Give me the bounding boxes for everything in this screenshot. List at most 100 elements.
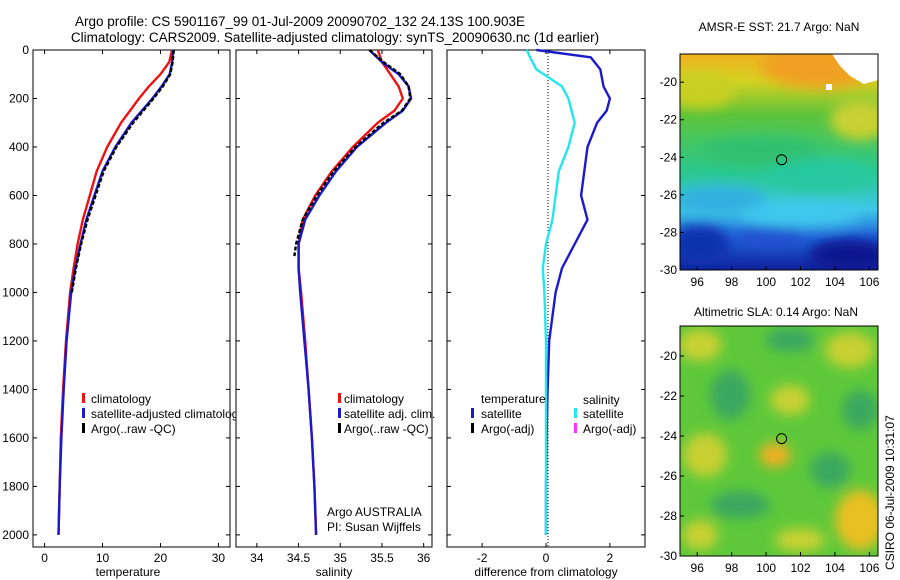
legend-label-climatology: climatology (91, 392, 151, 406)
salinity-panel: 34 34.5 35 35.5 36 salinity climatology sate… (235, 49, 435, 579)
legend-label-satellite-adj: satellite adj. clim. (344, 407, 435, 421)
map-y-tick-label: -30 (660, 549, 678, 563)
map-x-tick-label: 98 (725, 275, 739, 289)
sla-heatmap (680, 326, 878, 556)
legend-swatch-temp-argo (471, 423, 474, 433)
x-tick-label: 0 (543, 551, 550, 565)
x-tick-label: 36 (417, 551, 431, 565)
y-tick-label: 600 (9, 188, 29, 202)
y-tick-label: 2000 (2, 528, 29, 542)
map-x-tick-label: 100 (756, 561, 776, 575)
temperature-legend: climatology satellite-adjusted climatolo… (82, 392, 244, 436)
y-tick-label: 1600 (2, 431, 29, 445)
legend-label-temp-argo: Argo(-adj) (481, 422, 534, 436)
legend-label-argo: Argo(..raw -QC) (344, 422, 429, 436)
title-line-1: Argo profile: CS 5901167_99 01-Jul-2009 … (75, 14, 525, 29)
title-line-2: Climatology: CARS2009. Satellite-adjuste… (71, 30, 599, 45)
series-line-salinity-satellite (525, 49, 576, 535)
temperature-axes-box (32, 49, 231, 548)
legend-swatch-satellite (338, 408, 341, 418)
legend-swatch-climatology (82, 393, 85, 403)
map-x-tick-label: 104 (825, 561, 845, 575)
legend-header-temperature: temperature (481, 392, 546, 406)
legend-label-satellite-adjusted: satellite-adjusted climatology (91, 407, 244, 421)
map-x-tick-label: 96 (691, 275, 705, 289)
y-tick-label: 1200 (2, 334, 29, 348)
legend-swatch-climatology (338, 393, 341, 403)
legend-label-climatology: climatology (344, 392, 404, 406)
map-y-tick-label: -30 (660, 263, 678, 277)
temperature-panel: 0 10 20 30 0 200 400 600 800 1000 1200 1400 1600 1800… (2, 43, 244, 579)
sst-missing-land (832, 54, 878, 84)
sla-map-title: Altimetric SLA: 0.14 Argo: NaN (694, 305, 858, 319)
x-tick-label: 34.5 (287, 551, 311, 565)
x-tick-label: -2 (477, 551, 488, 565)
difference-legend: temperature satellite Argo(-adj) salinit… (471, 392, 636, 436)
x-tick-label: 34 (250, 551, 264, 565)
map-y-tick-label: -26 (660, 188, 678, 202)
sst-argo-position-marker (776, 154, 788, 166)
y-tick-label: 0 (22, 43, 29, 57)
x-tick-label: 10 (96, 551, 110, 565)
map-y-tick-label: -22 (660, 113, 678, 127)
x-tick-label: 2 (607, 551, 614, 565)
map-y-tick-label: -20 (660, 349, 678, 363)
y-tick-label: 200 (9, 91, 29, 105)
temperature-xlabel: temperature (96, 565, 161, 579)
legend-label-sal-satellite: satellite (583, 407, 624, 421)
x-tick-label: 30 (212, 551, 226, 565)
map-x-tick-label: 102 (791, 561, 811, 575)
map-y-tick-label: -24 (660, 429, 678, 443)
x-tick-label: 35.5 (370, 551, 394, 565)
map-x-tick-label: 96 (691, 561, 705, 575)
map-x-tick-label: 98 (725, 561, 739, 575)
legend-swatch-argo (338, 423, 341, 433)
y-tick-label: 1800 (2, 479, 29, 493)
legend-header-salinity: salinity (583, 393, 620, 407)
map-x-tick-label: 100 (756, 275, 776, 289)
sst-axes-box (679, 53, 879, 271)
legend-label-sal-argo: Argo(-adj) (583, 422, 636, 436)
legend-swatch-sal-argo (574, 423, 577, 433)
y-tick-label: 1000 (2, 285, 29, 299)
footer-stamp: CSIRO 06-Jul-2009 10:31:07 (883, 415, 897, 570)
sst-map-title: AMSR-E SST: 21.7 Argo: NaN (699, 20, 860, 34)
legend-swatch-sal-satellite (574, 408, 577, 418)
y-tick-label: 800 (9, 237, 29, 251)
legend-swatch-argo (82, 423, 85, 433)
series-line-temperature-satellite (536, 48, 612, 535)
sla-argo-position-marker (776, 433, 788, 445)
map-y-tick-label: -26 (660, 469, 678, 483)
sst-heatmap (680, 54, 878, 270)
salinity-axes-box (235, 49, 433, 548)
difference-panel: -2 0 2 difference from climatology tempera… (446, 48, 646, 579)
y-tick-label: 1400 (2, 382, 29, 396)
map-y-tick-label: -24 (660, 150, 678, 164)
map-y-tick-label: -28 (660, 225, 678, 239)
x-tick-label: 35 (334, 551, 348, 565)
map-x-tick-label: 106 (859, 561, 879, 575)
series-line-argo-raw-qc- (70, 49, 175, 293)
map-x-tick-label: 104 (825, 275, 845, 289)
map-x-tick-label: 106 (859, 275, 879, 289)
map-y-tick-label: -22 (660, 389, 678, 403)
legend-swatch-satellite (82, 408, 85, 418)
legend-label-temp-satellite: satellite (481, 407, 522, 421)
x-tick-label: 0 (41, 551, 48, 565)
map-y-tick-label: -28 (660, 509, 678, 523)
x-tick-label: 20 (154, 551, 168, 565)
salinity-legend: climatology satellite adj. clim. Argo(..… (338, 392, 435, 436)
salinity-xlabel: salinity (316, 565, 353, 579)
map-x-tick-label: 102 (791, 275, 811, 289)
legend-label-argo: Argo(..raw -QC) (91, 422, 176, 436)
difference-xlabel: difference from climatology (474, 565, 617, 579)
annotation-pi: PI: Susan Wijffels (327, 520, 421, 534)
annotation-argo-australia: Argo AUSTRALIA (327, 505, 422, 519)
series-line-argo-raw-qc- (293, 49, 412, 257)
sla-map-panel: Altimetric SLA: 0.14 Argo: NaN 96 98 100 (660, 305, 880, 575)
map-y-tick-label: -20 (660, 75, 678, 89)
y-tick-label: 400 (9, 140, 29, 154)
sst-map-panel: AMSR-E SST: 21.7 Argo: NaN 96 98 100 102 104… (660, 20, 880, 289)
legend-swatch-temp-satellite (471, 408, 474, 418)
sla-axes-box (679, 325, 879, 557)
